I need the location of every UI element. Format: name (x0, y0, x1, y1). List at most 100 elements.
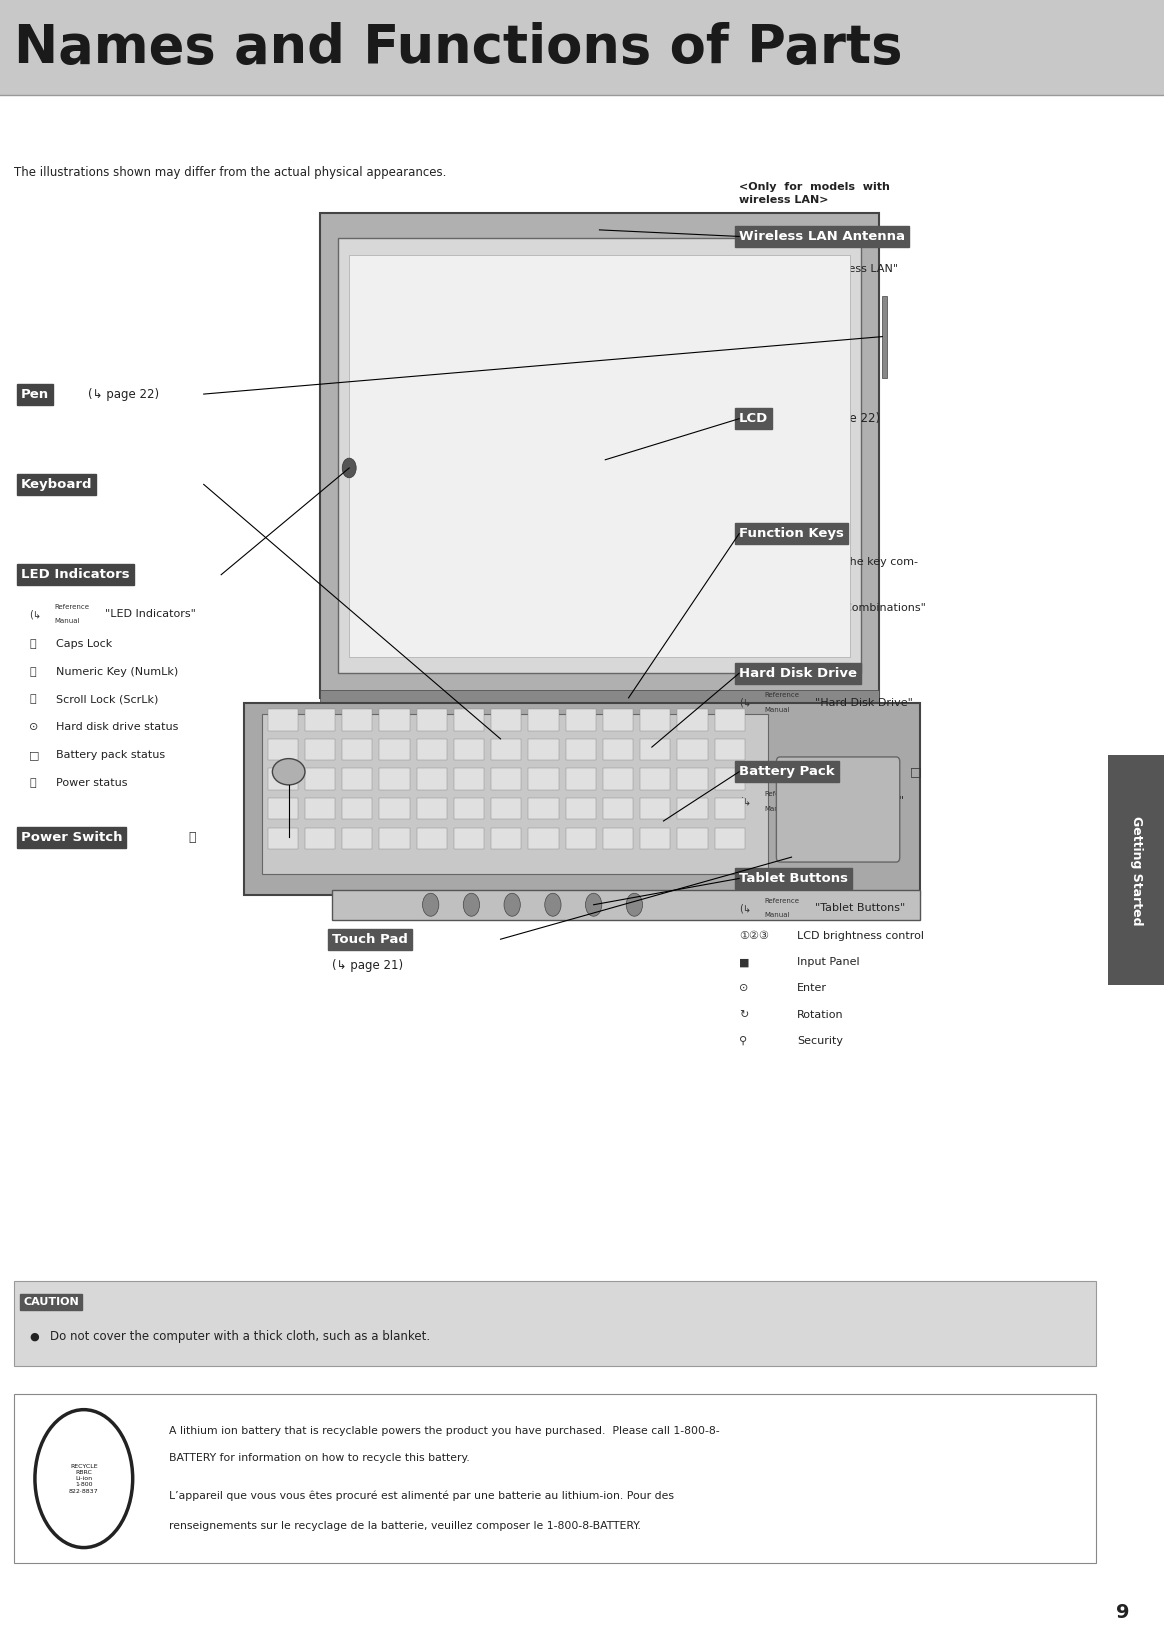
Circle shape (35, 1409, 133, 1547)
Text: Manual: Manual (765, 806, 790, 811)
Text: Hard Disk Drive: Hard Disk Drive (739, 667, 857, 680)
Text: Keyboard: Keyboard (21, 478, 92, 491)
FancyBboxPatch shape (491, 739, 521, 760)
Text: Pen: Pen (21, 388, 49, 401)
Text: (↳ page 22): (↳ page 22) (88, 388, 159, 401)
Circle shape (342, 458, 356, 478)
Text: □: □ (910, 765, 922, 778)
Ellipse shape (272, 759, 305, 785)
Text: ⊙: ⊙ (29, 722, 38, 732)
Text: Do not cover the computer with a thick cloth, such as a blanket.: Do not cover the computer with a thick c… (50, 1330, 431, 1343)
Text: (↳: (↳ (739, 698, 751, 708)
FancyBboxPatch shape (640, 709, 670, 731)
Circle shape (504, 893, 520, 916)
Text: Manual: Manual (765, 274, 790, 279)
FancyBboxPatch shape (677, 768, 708, 790)
FancyBboxPatch shape (677, 828, 708, 849)
Text: Scroll Lock (ScrLk): Scroll Lock (ScrLk) (56, 695, 158, 704)
FancyBboxPatch shape (566, 828, 596, 849)
Text: "Tablet Buttons": "Tablet Buttons" (815, 903, 906, 913)
Text: Reference: Reference (765, 598, 800, 603)
Polygon shape (332, 890, 920, 920)
Text: ⚲: ⚲ (739, 1036, 747, 1046)
FancyBboxPatch shape (454, 768, 484, 790)
Text: Ⓝ: Ⓝ (29, 695, 36, 704)
FancyBboxPatch shape (528, 798, 559, 819)
FancyBboxPatch shape (379, 709, 410, 731)
FancyBboxPatch shape (379, 768, 410, 790)
FancyBboxPatch shape (454, 798, 484, 819)
FancyBboxPatch shape (677, 798, 708, 819)
Text: RECYCLE
RBRC
Li-ion
1·800
822·8837: RECYCLE RBRC Li-ion 1·800 822·8837 (69, 1463, 99, 1494)
Text: Rotation: Rotation (797, 1010, 844, 1020)
FancyBboxPatch shape (379, 739, 410, 760)
Text: (↳: (↳ (739, 903, 751, 913)
Polygon shape (244, 703, 920, 895)
Circle shape (463, 893, 480, 916)
FancyBboxPatch shape (268, 739, 298, 760)
FancyBboxPatch shape (640, 739, 670, 760)
FancyBboxPatch shape (305, 798, 335, 819)
FancyBboxPatch shape (528, 828, 559, 849)
FancyBboxPatch shape (491, 798, 521, 819)
Text: 9: 9 (1115, 1603, 1129, 1622)
FancyBboxPatch shape (268, 709, 298, 731)
Text: Manual: Manual (765, 708, 790, 713)
FancyBboxPatch shape (640, 798, 670, 819)
Text: Power Switch: Power Switch (21, 831, 122, 844)
Text: binations available.: binations available. (739, 578, 849, 588)
Text: LCD: LCD (739, 412, 768, 425)
Text: Numeric Key (NumLk): Numeric Key (NumLk) (56, 667, 178, 677)
FancyBboxPatch shape (603, 798, 633, 819)
FancyBboxPatch shape (715, 798, 745, 819)
FancyBboxPatch shape (603, 739, 633, 760)
Text: Wireless LAN Antenna: Wireless LAN Antenna (739, 230, 906, 243)
FancyBboxPatch shape (454, 739, 484, 760)
Text: Getting Started: Getting Started (1129, 816, 1143, 924)
FancyBboxPatch shape (417, 828, 447, 849)
Text: Reference: Reference (765, 791, 800, 796)
FancyBboxPatch shape (603, 828, 633, 849)
FancyBboxPatch shape (1108, 755, 1164, 985)
FancyBboxPatch shape (491, 709, 521, 731)
FancyBboxPatch shape (14, 1281, 1096, 1366)
Text: Manual: Manual (765, 612, 790, 617)
Polygon shape (338, 238, 861, 673)
FancyBboxPatch shape (417, 798, 447, 819)
Text: Manual: Manual (55, 619, 80, 624)
Polygon shape (262, 714, 768, 874)
Text: "Key Combinations": "Key Combinations" (815, 603, 925, 612)
Text: Caps Lock: Caps Lock (56, 639, 112, 649)
FancyBboxPatch shape (417, 768, 447, 790)
Text: Names and Functions of Parts: Names and Functions of Parts (14, 21, 902, 74)
FancyBboxPatch shape (491, 768, 521, 790)
Text: CAUTION: CAUTION (23, 1297, 79, 1307)
FancyBboxPatch shape (715, 768, 745, 790)
Text: (↳: (↳ (739, 264, 751, 274)
FancyBboxPatch shape (776, 757, 900, 862)
Circle shape (585, 893, 602, 916)
FancyBboxPatch shape (566, 739, 596, 760)
FancyBboxPatch shape (566, 798, 596, 819)
Circle shape (545, 893, 561, 916)
FancyBboxPatch shape (528, 739, 559, 760)
Polygon shape (882, 296, 887, 378)
Text: Enter: Enter (797, 984, 828, 993)
FancyBboxPatch shape (379, 828, 410, 849)
Text: ↻: ↻ (739, 1010, 748, 1020)
Text: ①②③: ①②③ (739, 931, 769, 941)
Text: "LED Indicators": "LED Indicators" (105, 609, 196, 619)
Text: LED Indicators: LED Indicators (21, 568, 129, 581)
Text: Input Panel: Input Panel (797, 957, 860, 967)
Text: Battery Pack: Battery Pack (739, 765, 835, 778)
Text: Ⓝ: Ⓝ (29, 667, 36, 677)
Text: Security: Security (797, 1036, 844, 1046)
Text: renseignements sur le recyclage de la batterie, veuillez composer le 1-800-8-BAT: renseignements sur le recyclage de la ba… (169, 1520, 640, 1530)
Text: Reference: Reference (55, 604, 90, 609)
FancyBboxPatch shape (342, 739, 372, 760)
Text: A lithium ion battery that is recyclable powers the product you have purchased. : A lithium ion battery that is recyclable… (169, 1427, 719, 1437)
Text: "Battery Power": "Battery Power" (815, 796, 904, 806)
FancyBboxPatch shape (342, 798, 372, 819)
Text: L’appareil que vous vous êtes procuré est alimenté par une batterie au lithium-i: L’appareil que vous vous êtes procuré es… (169, 1491, 674, 1501)
Text: (↳: (↳ (29, 609, 41, 619)
